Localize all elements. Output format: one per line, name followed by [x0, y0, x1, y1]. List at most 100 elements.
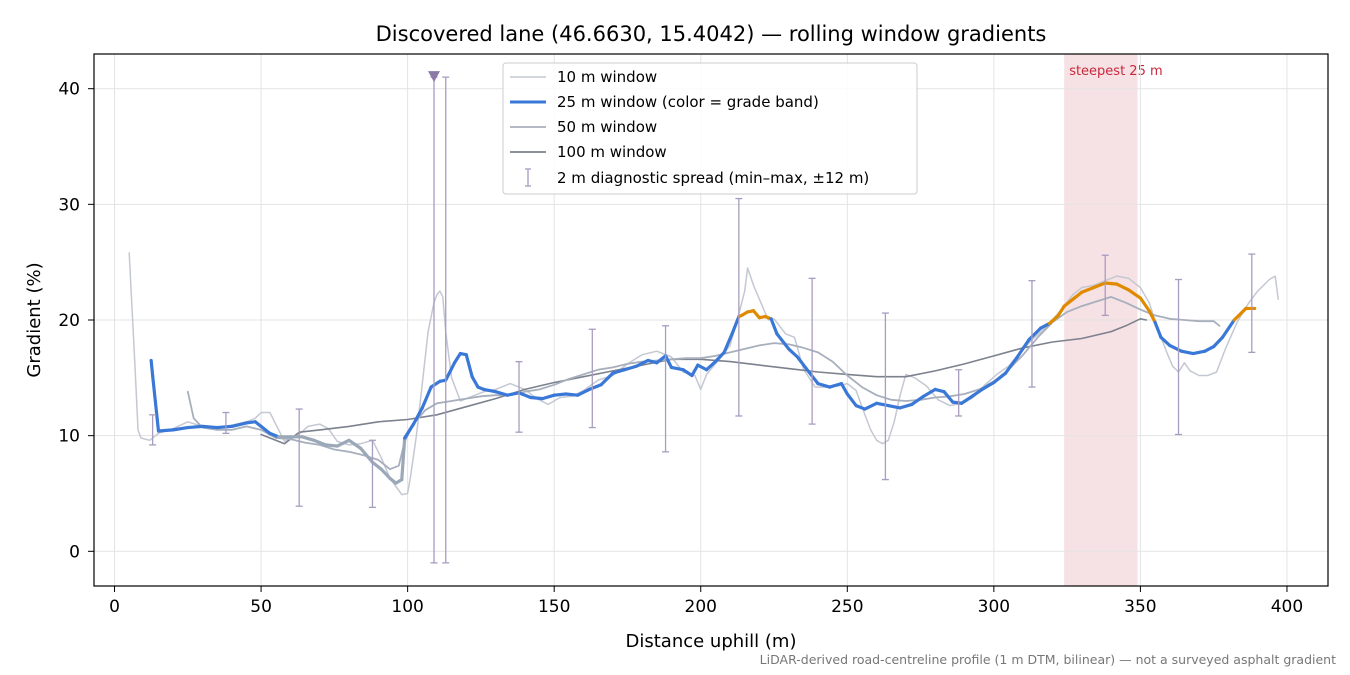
series-segment-w25 [576, 387, 591, 397]
series-segment-w25 [1127, 288, 1143, 300]
series-segment-w25 [690, 363, 700, 378]
series-segment-w25 [359, 446, 375, 464]
series-segment-w25 [921, 387, 937, 398]
series-segment-w25 [335, 438, 351, 448]
series-segment-w25 [634, 358, 650, 368]
series-segment-w25 [429, 379, 442, 389]
series-segment-w25 [370, 460, 383, 471]
legend-label-w10: 10 m window [557, 68, 657, 86]
series-segment-w25 [411, 406, 424, 426]
series-segment-w25 [517, 391, 533, 400]
series-segment-w25 [1015, 338, 1031, 359]
series-segment-w25 [403, 422, 416, 440]
series-segment-w25 [300, 435, 316, 442]
x-tick-label: 250 [831, 597, 863, 617]
series-segment-w25 [420, 385, 433, 410]
y-tick-label: 40 [58, 80, 80, 100]
legend-label-w25: 25 m window (color = grade band) [557, 93, 819, 111]
chart-title: Discovered lane (46.6630, 15.4042) — rol… [376, 22, 1047, 46]
series-segment-w25 [1191, 349, 1207, 356]
series-segment-w25 [587, 383, 603, 391]
series-segment-w25 [722, 329, 735, 354]
series-segment-w25 [696, 363, 709, 372]
series-segment-w25 [149, 358, 155, 378]
series-segment-w25 [156, 428, 175, 433]
series-segment-w25 [960, 395, 973, 405]
x-tick-label: 400 [1271, 597, 1303, 617]
y-tick-label: 0 [69, 542, 80, 562]
series-segment-w25 [898, 402, 914, 410]
series-segment-w25 [816, 382, 832, 389]
legend-swatch-err [525, 168, 531, 187]
x-tick-label: 200 [685, 597, 717, 617]
series-segment-w25 [1047, 313, 1060, 326]
series-segment-w25 [681, 368, 694, 378]
series-segment-w25 [312, 438, 328, 447]
series-segment-w25 [769, 317, 779, 336]
series-segment-w25 [186, 424, 205, 430]
series-segment-w25 [863, 401, 879, 411]
series-segment-w25 [795, 355, 808, 371]
y-tick-label: 30 [58, 195, 80, 215]
y-tick-label: 20 [58, 311, 80, 331]
series-segment-w25 [1232, 306, 1248, 322]
series-segment-w25 [713, 350, 726, 364]
series-segment-w25 [942, 390, 955, 404]
error-bar [735, 197, 743, 417]
series-segment-w25 [1159, 335, 1172, 348]
series-segment-w25 [259, 424, 272, 435]
error-bar [515, 360, 523, 433]
series-segment-w25 [470, 375, 480, 389]
series-line-w100 [260, 317, 1148, 445]
series-segment-w25 [775, 332, 791, 351]
series-segment-w25 [910, 394, 926, 407]
series-segment-w25 [663, 354, 674, 370]
series-segment-w25 [540, 393, 556, 401]
error-bar [1028, 280, 1036, 388]
series-segment-w25 [845, 392, 858, 408]
series-segment-w25 [828, 382, 844, 389]
error-bar [662, 325, 670, 453]
series-segment-w25 [552, 392, 568, 397]
series-segment-w25 [731, 314, 741, 334]
legend-label-w100: 100 m window [557, 143, 667, 161]
x-tick-label: 300 [978, 597, 1010, 617]
series-segment-w25 [1220, 318, 1236, 339]
series-segment-w25 [992, 371, 1008, 385]
error-bar [368, 439, 376, 509]
error-bar [1101, 254, 1109, 317]
footnote: LiDAR-derived road-centreline profile (1… [760, 652, 1336, 667]
x-axis-label: Distance uphill (m) [626, 631, 797, 652]
legend-label-err: 2 m diagnostic spread (min–max, ±12 m) [557, 169, 869, 187]
series-segment-w25 [886, 403, 902, 410]
x-tick-label: 0 [109, 597, 120, 617]
series-segment-w25 [968, 387, 984, 400]
series-segment-w25 [171, 425, 190, 432]
series-segment-w25 [1091, 281, 1107, 290]
series-segment-w25 [1039, 321, 1052, 330]
error-bar [149, 414, 157, 446]
series-segment-w25 [1056, 304, 1066, 317]
series-segment-w25 [1115, 282, 1131, 292]
y-tick-label: 10 [58, 427, 80, 447]
series-segment-w25 [452, 351, 462, 365]
series-segment-w25 [787, 347, 800, 359]
x-tick-label: 150 [538, 597, 570, 617]
series-segment-w25 [151, 373, 161, 433]
series-segment-w25 [1138, 296, 1151, 313]
series-segment-w25 [347, 438, 363, 450]
series-segment-w25 [669, 365, 685, 372]
error-bar [222, 411, 230, 434]
series-segment-w25 [323, 443, 339, 448]
series-line-w50 [186, 295, 1221, 471]
series-segment-w25 [464, 353, 474, 379]
x-tick-label: 50 [250, 597, 272, 617]
series-segment-w25 [564, 392, 580, 397]
error-bar [1175, 278, 1183, 436]
series-segment-w25 [1203, 345, 1216, 353]
series-segment-w25 [599, 371, 615, 387]
series-segment-w25 [505, 391, 521, 397]
outlier-marker [428, 71, 441, 83]
legend-label-w50: 50 m window [557, 118, 657, 136]
